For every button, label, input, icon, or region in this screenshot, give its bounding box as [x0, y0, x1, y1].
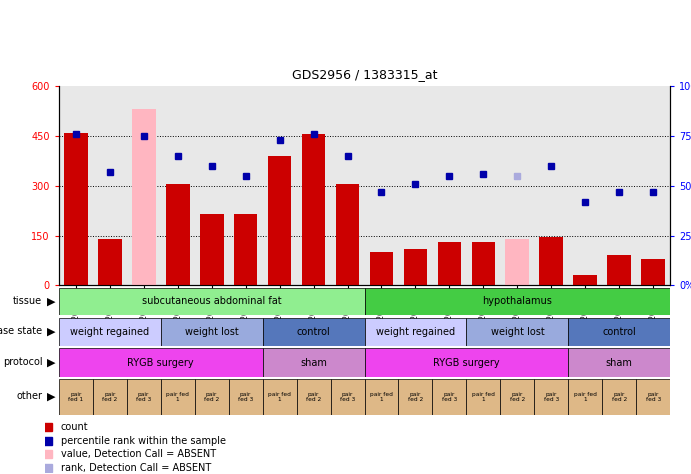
Bar: [59, 379, 93, 415]
Bar: [568, 348, 670, 377]
Bar: [93, 379, 126, 415]
Bar: [132, 109, 155, 285]
Text: pair fed
1: pair fed 1: [370, 392, 393, 402]
Bar: [636, 379, 670, 415]
Bar: [603, 379, 636, 415]
Bar: [64, 133, 88, 285]
Text: control: control: [296, 327, 330, 337]
Bar: [302, 135, 325, 285]
Bar: [98, 239, 122, 285]
Bar: [59, 318, 160, 346]
Text: pair
fed 2: pair fed 2: [204, 392, 219, 402]
Text: pair
fed 3: pair fed 3: [442, 392, 457, 402]
Text: disease state: disease state: [0, 326, 42, 336]
Bar: [263, 379, 296, 415]
Bar: [160, 318, 263, 346]
Text: ▶: ▶: [47, 357, 55, 368]
Text: pair fed
1: pair fed 1: [167, 392, 189, 402]
Text: protocol: protocol: [3, 357, 42, 367]
Text: ▶: ▶: [47, 327, 55, 337]
Bar: [471, 242, 495, 285]
Text: pair
fed 3: pair fed 3: [544, 392, 559, 402]
Text: weight regained: weight regained: [376, 327, 455, 337]
Text: pair fed
1: pair fed 1: [268, 392, 291, 402]
Text: pair
fed 3: pair fed 3: [136, 392, 151, 402]
Text: GDS2956 / 1383315_at: GDS2956 / 1383315_at: [292, 69, 437, 82]
Bar: [267, 156, 292, 285]
Text: other: other: [17, 391, 42, 401]
Bar: [263, 348, 364, 377]
Bar: [336, 184, 359, 285]
Text: pair fed
1: pair fed 1: [574, 392, 597, 402]
Text: pair
fed 3: pair fed 3: [645, 392, 661, 402]
Text: control: control: [603, 327, 636, 337]
Text: sham: sham: [606, 357, 633, 368]
Text: percentile rank within the sample: percentile rank within the sample: [61, 436, 225, 446]
Bar: [166, 184, 189, 285]
Text: hypothalamus: hypothalamus: [482, 296, 552, 307]
Bar: [506, 239, 529, 285]
Text: pair
fed 3: pair fed 3: [340, 392, 355, 402]
Text: pair
fed 3: pair fed 3: [238, 392, 253, 402]
Text: sham: sham: [300, 357, 327, 368]
Bar: [433, 379, 466, 415]
Bar: [364, 318, 466, 346]
Text: pair
fed 2: pair fed 2: [510, 392, 525, 402]
Bar: [59, 348, 263, 377]
Bar: [500, 379, 534, 415]
Bar: [466, 379, 500, 415]
Text: RYGB surgery: RYGB surgery: [433, 357, 500, 368]
Text: ▶: ▶: [47, 392, 55, 402]
Bar: [466, 318, 568, 346]
Bar: [364, 288, 670, 315]
Text: value, Detection Call = ABSENT: value, Detection Call = ABSENT: [61, 449, 216, 459]
Bar: [229, 379, 263, 415]
Text: pair fed
1: pair fed 1: [472, 392, 495, 402]
Bar: [540, 237, 563, 285]
Text: pair
fed 1: pair fed 1: [68, 392, 84, 402]
Bar: [330, 379, 364, 415]
Text: weight regained: weight regained: [70, 327, 149, 337]
Text: RYGB surgery: RYGB surgery: [127, 357, 194, 368]
Text: subcutaneous abdominal fat: subcutaneous abdominal fat: [142, 296, 281, 307]
Bar: [641, 259, 665, 285]
Bar: [364, 348, 568, 377]
Bar: [437, 242, 462, 285]
Bar: [195, 379, 229, 415]
Bar: [404, 249, 427, 285]
Text: pair
fed 2: pair fed 2: [408, 392, 423, 402]
Bar: [296, 379, 330, 415]
Bar: [364, 379, 399, 415]
Bar: [370, 252, 393, 285]
Bar: [126, 379, 160, 415]
Text: ▶: ▶: [47, 296, 55, 307]
Text: pair
fed 2: pair fed 2: [612, 392, 627, 402]
Text: count: count: [61, 422, 88, 432]
Bar: [568, 379, 603, 415]
Bar: [534, 379, 568, 415]
Bar: [160, 379, 195, 415]
Text: rank, Detection Call = ABSENT: rank, Detection Call = ABSENT: [61, 463, 211, 473]
Bar: [574, 275, 597, 285]
Bar: [200, 214, 223, 285]
Text: pair
fed 2: pair fed 2: [102, 392, 117, 402]
Bar: [399, 379, 433, 415]
Text: weight lost: weight lost: [491, 327, 545, 337]
Bar: [607, 255, 631, 285]
Bar: [568, 318, 670, 346]
Bar: [59, 288, 364, 315]
Text: pair
fed 2: pair fed 2: [306, 392, 321, 402]
Bar: [263, 318, 364, 346]
Bar: [234, 214, 258, 285]
Text: weight lost: weight lost: [184, 327, 238, 337]
Text: tissue: tissue: [13, 296, 42, 306]
